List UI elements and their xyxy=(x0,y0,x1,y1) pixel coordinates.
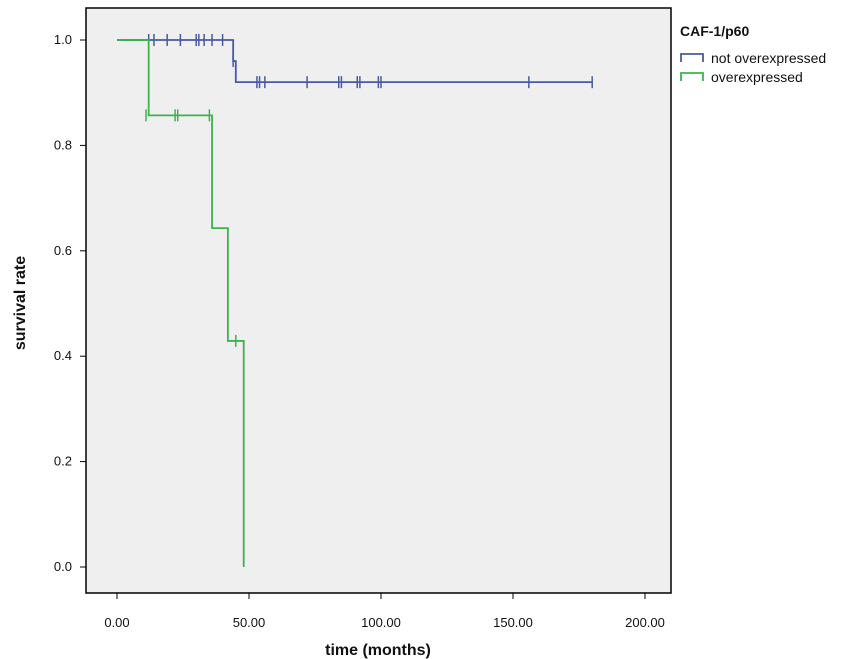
plot-background xyxy=(85,7,672,594)
legend-items: not overexpressed overexpressed xyxy=(680,50,826,85)
series-layer xyxy=(117,34,593,567)
x-axis-title: time (months) xyxy=(325,642,431,659)
x-tick-label: 100.00 xyxy=(361,615,401,630)
y-tick-label: 0.6 xyxy=(54,243,72,258)
y-tick-label: 0.8 xyxy=(54,137,72,152)
x-tick-label: 0.00 xyxy=(104,615,129,630)
legend-swatch-not-overexpressed xyxy=(680,53,704,62)
legend-swatch-overexpressed xyxy=(680,72,704,81)
x-tick-label: 150.00 xyxy=(493,615,533,630)
series-line-not-overexpressed xyxy=(117,39,593,84)
legend-label-overexpressed: overexpressed xyxy=(711,69,803,85)
x-axis: 0.00 50.00 100.00 150.00 200.00 xyxy=(104,593,665,630)
legend: CAF-1/p60 not overexpressed overexpressed xyxy=(680,23,826,85)
y-tick-label: 0.2 xyxy=(54,454,72,469)
legend-label-not-overexpressed: not overexpressed xyxy=(711,50,826,66)
legend-title: CAF-1/p60 xyxy=(680,23,749,39)
x-tick-label: 200.00 xyxy=(625,615,665,630)
y-tick-label: 0.4 xyxy=(54,348,72,363)
y-axis-title: survival rate xyxy=(12,256,29,350)
series-line-overexpressed xyxy=(117,39,245,567)
y-tick-label: 1.0 xyxy=(54,32,72,47)
y-tick-label: 0.0 xyxy=(54,559,72,574)
y-axis: 0.0 0.2 0.4 0.6 0.8 1.0 xyxy=(54,32,86,574)
x-tick-label: 50.00 xyxy=(233,615,266,630)
